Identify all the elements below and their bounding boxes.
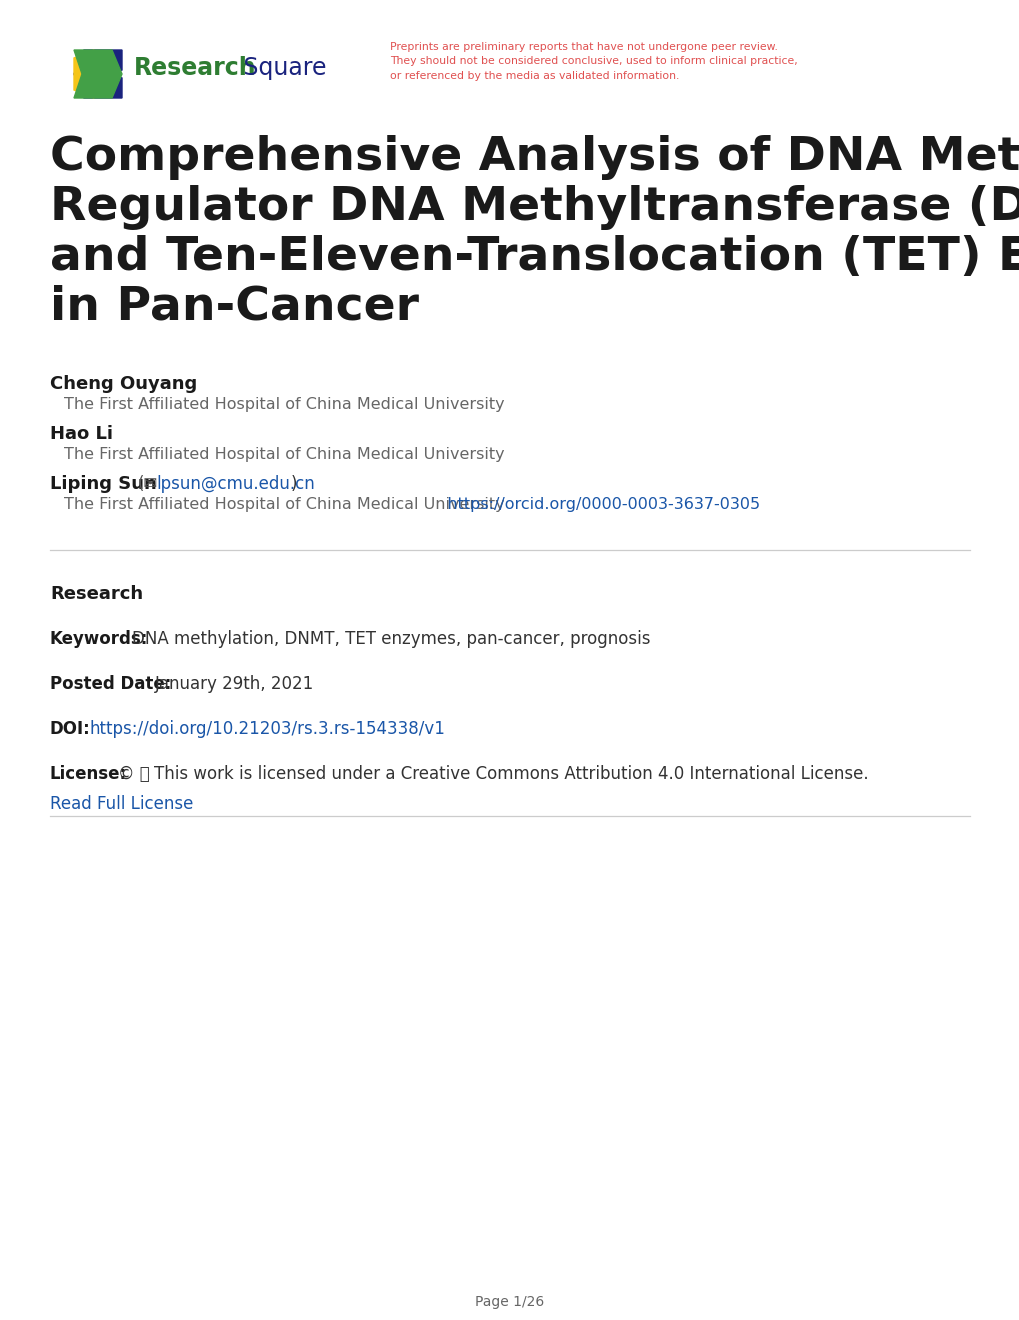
- Polygon shape: [74, 50, 122, 98]
- Text: https://doi.org/10.21203/rs.3.rs-154338/v1: https://doi.org/10.21203/rs.3.rs-154338/…: [90, 719, 445, 738]
- Text: Research: Research: [50, 585, 143, 603]
- Text: (✉: (✉: [138, 475, 158, 492]
- Text: The First Affiliated Hospital of China Medical University: The First Affiliated Hospital of China M…: [64, 447, 504, 462]
- Text: Read Full License: Read Full License: [50, 795, 194, 813]
- Text: The First Affiliated Hospital of China Medical University: The First Affiliated Hospital of China M…: [64, 498, 504, 512]
- Text: Comprehensive Analysis of DNA Methylation: Comprehensive Analysis of DNA Methylatio…: [50, 135, 1019, 180]
- Text: © ⓘ: © ⓘ: [118, 766, 150, 783]
- Text: ): ): [290, 475, 298, 492]
- Text: Posted Date:: Posted Date:: [50, 675, 171, 693]
- Text: Page 1/26: Page 1/26: [475, 1295, 544, 1309]
- Text: The First Affiliated Hospital of China Medical University: The First Affiliated Hospital of China M…: [64, 397, 504, 412]
- Polygon shape: [74, 50, 122, 98]
- Text: Preprints are preliminary reports that have not undergone peer review.
They shou: Preprints are preliminary reports that h…: [389, 42, 797, 81]
- Text: Keywords:: Keywords:: [50, 630, 148, 648]
- Text: License:: License:: [50, 766, 127, 783]
- Text: January 29th, 2021: January 29th, 2021: [155, 675, 314, 693]
- Text: This work is licensed under a Creative Commons Attribution 4.0 International Lic: This work is licensed under a Creative C…: [154, 766, 868, 783]
- Text: DOI:: DOI:: [50, 719, 91, 738]
- Text: Regulator DNA Methyltransferase (DNMT) Family: Regulator DNA Methyltransferase (DNMT) F…: [50, 185, 1019, 230]
- Text: in Pan-Cancer: in Pan-Cancer: [50, 285, 419, 330]
- Text: and Ten-Eleven-Translocation (TET) Enzymes Family: and Ten-Eleven-Translocation (TET) Enzym…: [50, 235, 1019, 280]
- Text: https://orcid.org/0000-0003-3637-0305: https://orcid.org/0000-0003-3637-0305: [432, 498, 759, 512]
- Text: Cheng Ouyang: Cheng Ouyang: [50, 375, 197, 393]
- Text: lpsun@cmu.edu.cn: lpsun@cmu.edu.cn: [156, 475, 315, 492]
- Text: Square: Square: [235, 55, 326, 81]
- Text: DNA methylation, DNMT, TET enzymes, pan-cancer, prognosis: DNA methylation, DNMT, TET enzymes, pan-…: [131, 630, 650, 648]
- Text: Hao Li: Hao Li: [50, 425, 113, 444]
- Text: Liping Sun: Liping Sun: [50, 475, 157, 492]
- Text: Research: Research: [133, 55, 257, 81]
- Polygon shape: [74, 50, 94, 98]
